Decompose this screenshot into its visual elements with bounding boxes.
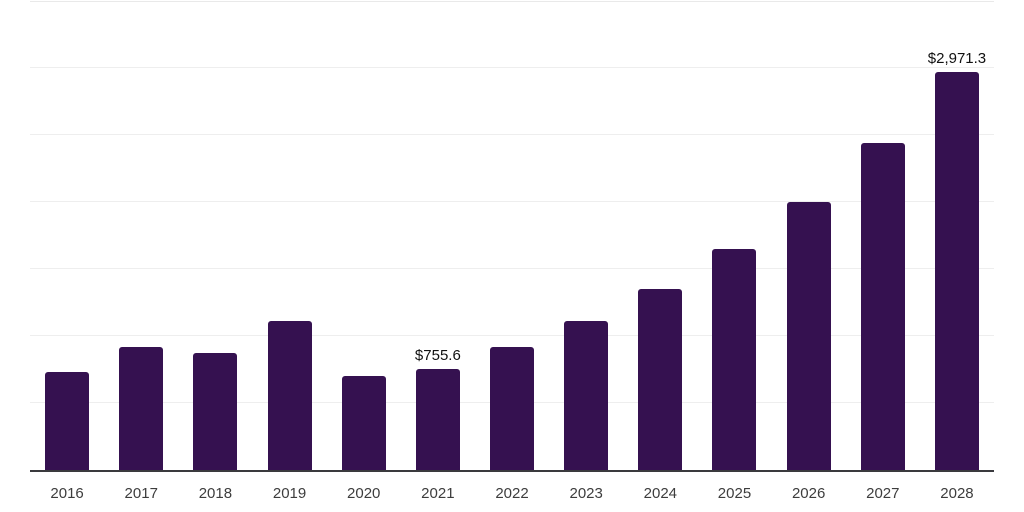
bar-2026 bbox=[786, 202, 831, 470]
bar-value-label-2028: $2,971.3 bbox=[927, 49, 987, 67]
bar-slot-2022 bbox=[475, 1, 549, 470]
bar-2022 bbox=[490, 347, 535, 470]
gridline bbox=[30, 67, 994, 68]
x-axis-label-2028: 2028 bbox=[940, 485, 974, 502]
bar-slot-2021: $755.6 bbox=[401, 1, 475, 470]
bar-slot-2016 bbox=[30, 1, 104, 470]
bar-series: $755.6 $2,971.3 bbox=[30, 1, 994, 470]
x-axis-label-2025: 2025 bbox=[717, 485, 752, 502]
x-axis-label-2024: 2024 bbox=[643, 485, 678, 502]
gridline bbox=[30, 201, 994, 202]
bar-2020 bbox=[341, 375, 386, 470]
bar-2016 bbox=[45, 372, 90, 470]
bar-slot-2023 bbox=[549, 1, 623, 470]
bar-slot-2026 bbox=[772, 1, 846, 470]
x-axis: 2016 2017 2018 2019 2020 2021 2022 2023 2024 2025… bbox=[30, 485, 994, 502]
bar-slot-2025 bbox=[697, 1, 771, 470]
bar-slot-2020 bbox=[327, 1, 401, 470]
x-axis-label-2020: 2020 bbox=[347, 485, 381, 502]
gridline bbox=[30, 335, 994, 336]
x-axis-label-2016: 2016 bbox=[50, 485, 84, 502]
bar-slot-2018 bbox=[178, 1, 252, 470]
gridline bbox=[30, 134, 994, 135]
bar-2027 bbox=[860, 143, 905, 470]
bar-2019 bbox=[267, 320, 312, 470]
x-axis-label-2021: 2021 bbox=[421, 485, 455, 502]
x-axis-label-2022: 2022 bbox=[495, 485, 529, 502]
bar-2017 bbox=[119, 347, 164, 470]
plot-area: $755.6 $2,971.3 bbox=[30, 1, 994, 470]
bar-slot-2027 bbox=[846, 1, 920, 470]
bar-2024 bbox=[638, 289, 683, 470]
x-axis-label-2026: 2026 bbox=[791, 485, 826, 502]
bar-slot-2017 bbox=[104, 1, 178, 470]
gridline bbox=[30, 268, 994, 269]
x-axis-label-2018: 2018 bbox=[198, 485, 233, 502]
bar-2023 bbox=[564, 320, 609, 470]
bar-slot-2028: $2,971.3 bbox=[920, 1, 994, 470]
bar-slot-2019 bbox=[252, 1, 326, 470]
x-axis-label-2023: 2023 bbox=[569, 485, 603, 502]
x-axis-label-2019: 2019 bbox=[272, 485, 307, 502]
chart-top-border bbox=[30, 1, 994, 2]
bar-slot-2024 bbox=[623, 1, 697, 470]
bar-2028 bbox=[934, 71, 979, 470]
bar-2021 bbox=[415, 368, 460, 470]
bar-2025 bbox=[712, 248, 757, 470]
bar-2018 bbox=[193, 353, 238, 470]
x-axis-line bbox=[30, 470, 994, 472]
x-axis-label-2017: 2017 bbox=[124, 485, 158, 502]
x-axis-label-2027: 2027 bbox=[866, 485, 900, 502]
bar-value-label-2021: $755.6 bbox=[414, 346, 461, 364]
